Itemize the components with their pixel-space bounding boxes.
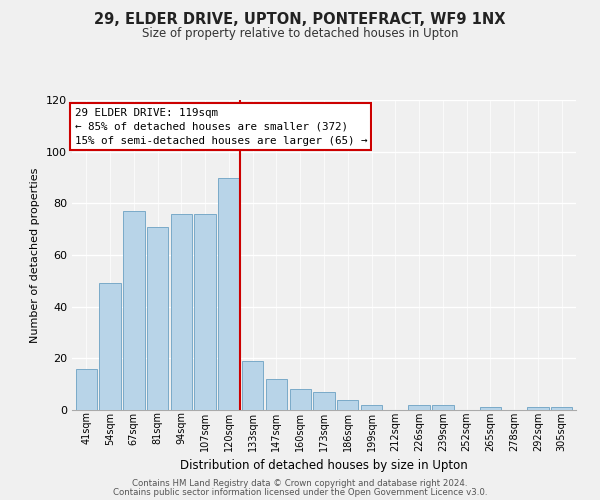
Bar bbox=[361, 405, 382, 410]
Y-axis label: Number of detached properties: Number of detached properties bbox=[31, 168, 40, 342]
Bar bbox=[432, 405, 454, 410]
Bar bbox=[290, 390, 311, 410]
Bar bbox=[551, 408, 572, 410]
Text: Contains public sector information licensed under the Open Government Licence v3: Contains public sector information licen… bbox=[113, 488, 487, 497]
Bar bbox=[242, 361, 263, 410]
Bar bbox=[337, 400, 358, 410]
X-axis label: Distribution of detached houses by size in Upton: Distribution of detached houses by size … bbox=[180, 459, 468, 472]
Bar bbox=[218, 178, 239, 410]
Bar bbox=[480, 408, 501, 410]
Bar bbox=[194, 214, 216, 410]
Bar bbox=[170, 214, 192, 410]
Bar bbox=[527, 408, 548, 410]
Text: 29 ELDER DRIVE: 119sqm
← 85% of detached houses are smaller (372)
15% of semi-de: 29 ELDER DRIVE: 119sqm ← 85% of detached… bbox=[74, 108, 367, 146]
Bar bbox=[76, 368, 97, 410]
Text: Size of property relative to detached houses in Upton: Size of property relative to detached ho… bbox=[142, 28, 458, 40]
Text: 29, ELDER DRIVE, UPTON, PONTEFRACT, WF9 1NX: 29, ELDER DRIVE, UPTON, PONTEFRACT, WF9 … bbox=[94, 12, 506, 28]
Bar bbox=[409, 405, 430, 410]
Bar bbox=[123, 211, 145, 410]
Text: Contains HM Land Registry data © Crown copyright and database right 2024.: Contains HM Land Registry data © Crown c… bbox=[132, 478, 468, 488]
Bar bbox=[147, 226, 168, 410]
Bar bbox=[266, 379, 287, 410]
Bar bbox=[313, 392, 335, 410]
Bar bbox=[100, 284, 121, 410]
